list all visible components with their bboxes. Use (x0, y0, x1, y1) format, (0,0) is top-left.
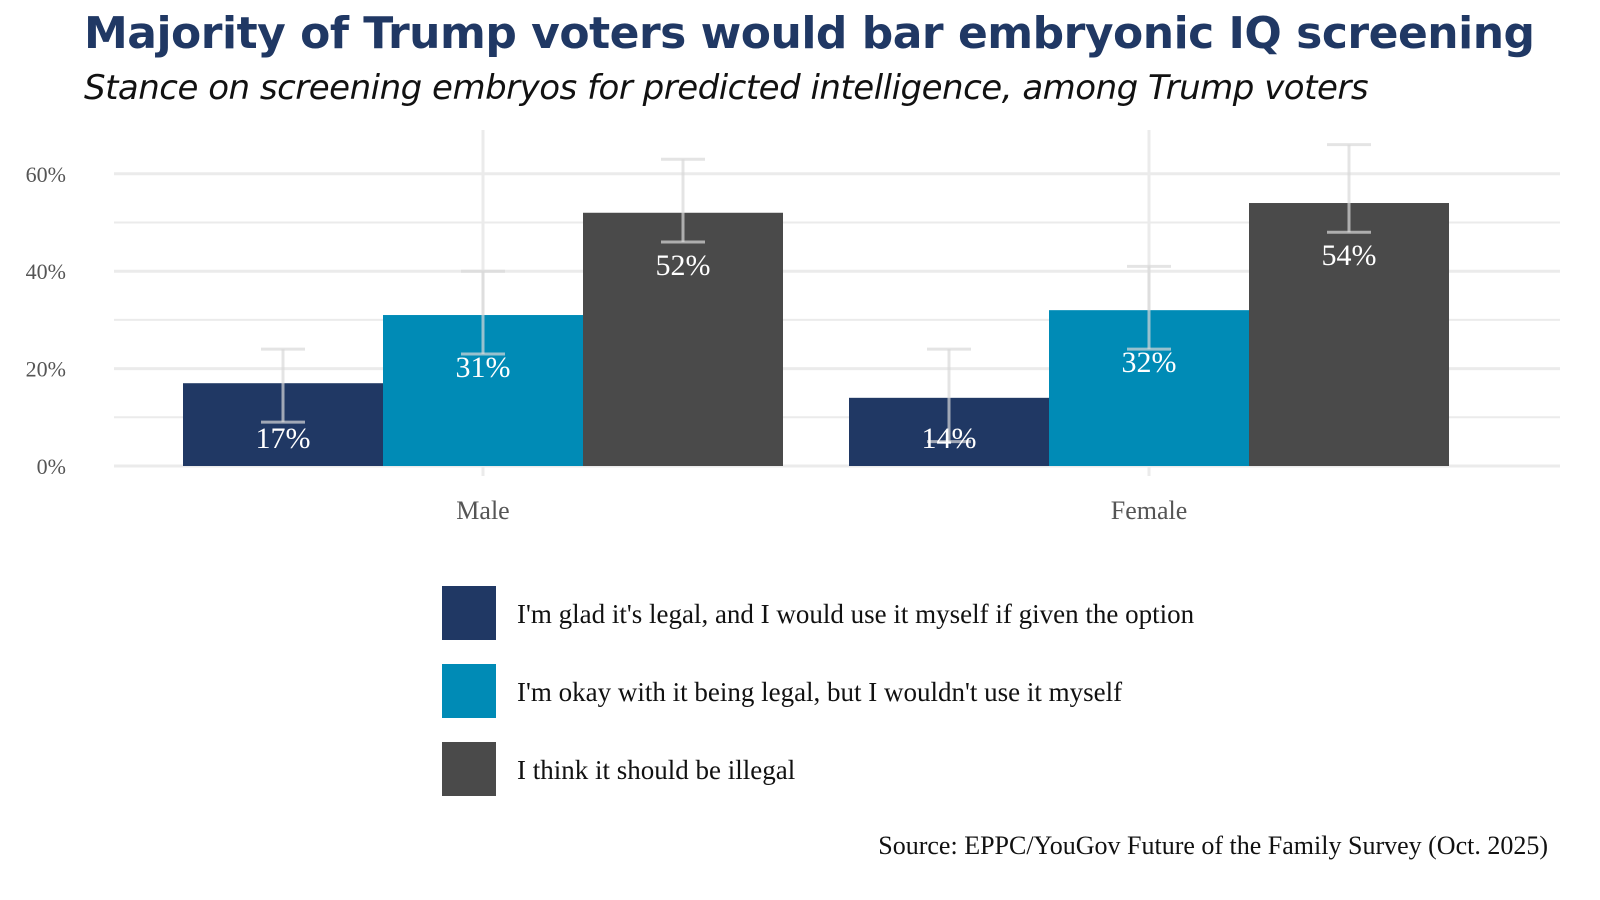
data-label: 32% (1122, 346, 1177, 379)
data-label: 14% (922, 422, 977, 455)
legend-label: I'm okay with it being legal, but I woul… (517, 677, 1122, 707)
source-note: Source: EPPC/YouGov Future of the Family… (878, 831, 1548, 860)
data-label: 31% (456, 351, 511, 384)
y-tick-label: 40% (26, 259, 66, 284)
legend-swatch (442, 586, 496, 640)
y-tick-label: 0% (37, 454, 66, 479)
bar (583, 212, 783, 466)
legend-swatch (442, 664, 496, 718)
bar (1249, 203, 1449, 466)
y-tick-label: 60% (26, 162, 66, 187)
x-tick-label: Male (456, 496, 509, 525)
legend-label: I'm glad it's legal, and I would use it … (517, 599, 1195, 629)
chart-subtitle: Stance on screening embryos for predicte… (84, 68, 1369, 108)
data-label: 54% (1322, 239, 1377, 272)
legend-label: I think it should be illegal (517, 755, 795, 785)
data-label: 52% (656, 249, 711, 282)
legend-swatch (442, 742, 496, 796)
x-tick-label: Female (1111, 496, 1188, 525)
chart-title: Majority of Trump voters would bar embry… (84, 8, 1535, 59)
data-label: 17% (256, 422, 311, 455)
y-tick-label: 20% (26, 357, 66, 382)
